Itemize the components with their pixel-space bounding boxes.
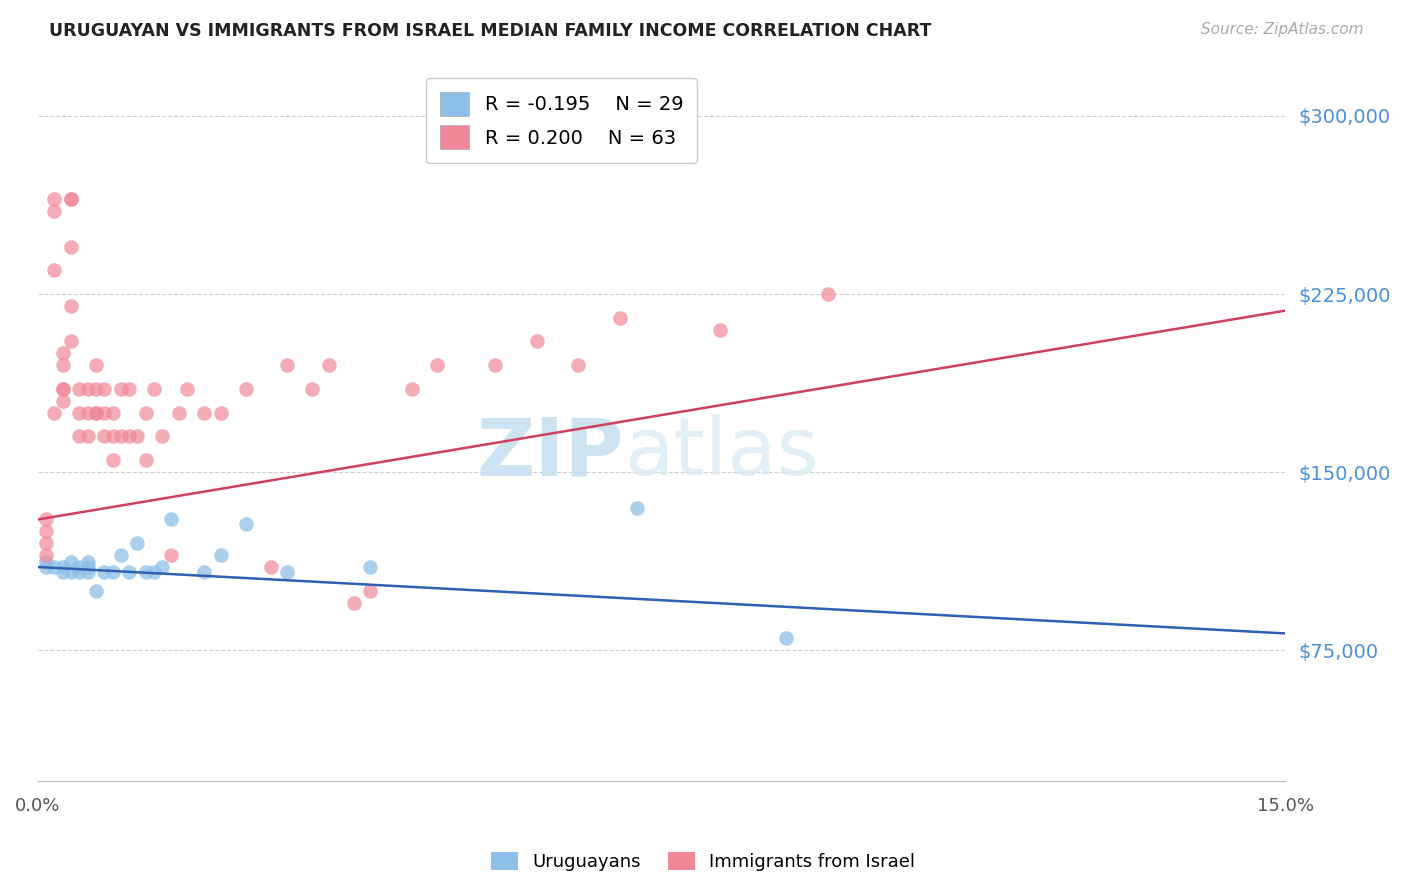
Point [44, 203, 66, 218]
Point [84, 382, 107, 396]
Point [426, 358, 449, 372]
Point [35, 536, 58, 550]
Point [110, 382, 132, 396]
Point [59, 555, 82, 569]
Point [118, 565, 141, 579]
Point [817, 287, 839, 301]
Point [127, 429, 149, 443]
Point [76, 555, 98, 569]
Point [176, 382, 198, 396]
Point [59, 299, 82, 313]
Point [52, 382, 75, 396]
Point [35, 524, 58, 539]
Point [59, 192, 82, 206]
Point [609, 310, 631, 325]
Point [209, 548, 232, 562]
Point [35, 560, 58, 574]
Point [101, 406, 124, 420]
Point [44, 406, 66, 420]
Point [76, 560, 98, 574]
Text: ZIP: ZIP [477, 414, 624, 492]
Point [301, 382, 323, 396]
Point [484, 358, 506, 372]
Point [110, 548, 132, 562]
Point [101, 429, 124, 443]
Point [59, 334, 82, 349]
Point [526, 334, 548, 349]
Point [193, 565, 215, 579]
Point [235, 517, 257, 532]
Text: Source: ZipAtlas.com: Source: ZipAtlas.com [1201, 22, 1364, 37]
Point [35, 512, 58, 526]
Point [276, 358, 298, 372]
Point [152, 560, 174, 574]
Point [67, 560, 90, 574]
Point [359, 583, 381, 598]
Point [159, 512, 181, 526]
Point [143, 382, 166, 396]
Point [93, 565, 115, 579]
Point [193, 406, 215, 420]
Point [626, 500, 648, 515]
Point [52, 358, 75, 372]
Point [775, 631, 797, 645]
Point [401, 382, 423, 396]
Point [93, 382, 115, 396]
Point [110, 429, 132, 443]
Text: URUGUAYAN VS IMMIGRANTS FROM ISRAEL MEDIAN FAMILY INCOME CORRELATION CHART: URUGUAYAN VS IMMIGRANTS FROM ISRAEL MEDI… [49, 22, 932, 40]
Point [167, 406, 190, 420]
Point [209, 406, 232, 420]
Point [67, 382, 90, 396]
Point [67, 565, 90, 579]
Point [359, 560, 381, 574]
Point [84, 406, 107, 420]
Point [76, 406, 98, 420]
Point [52, 560, 75, 574]
Point [76, 429, 98, 443]
Point [52, 393, 75, 408]
Point [93, 429, 115, 443]
Point [59, 565, 82, 579]
Point [67, 406, 90, 420]
Point [159, 548, 181, 562]
Point [44, 263, 66, 277]
Point [44, 560, 66, 574]
Point [52, 565, 75, 579]
Point [101, 565, 124, 579]
Point [93, 406, 115, 420]
Legend: R = -0.195    N = 29, R = 0.200    N = 63: R = -0.195 N = 29, R = 0.200 N = 63 [426, 78, 697, 162]
Point [84, 583, 107, 598]
Point [59, 192, 82, 206]
Point [135, 565, 157, 579]
Point [52, 346, 75, 360]
Point [118, 382, 141, 396]
Point [709, 323, 731, 337]
Point [59, 239, 82, 253]
Point [135, 453, 157, 467]
Point [259, 560, 281, 574]
Point [101, 453, 124, 467]
Point [35, 548, 58, 562]
Point [127, 536, 149, 550]
Point [35, 555, 58, 569]
Point [276, 565, 298, 579]
Point [67, 429, 90, 443]
Point [44, 192, 66, 206]
Point [84, 358, 107, 372]
Point [318, 358, 340, 372]
Text: atlas: atlas [624, 414, 818, 492]
Point [143, 565, 166, 579]
Point [152, 429, 174, 443]
Point [84, 406, 107, 420]
Point [135, 406, 157, 420]
Point [76, 565, 98, 579]
Legend: Uruguayans, Immigrants from Israel: Uruguayans, Immigrants from Israel [484, 845, 922, 879]
Point [118, 429, 141, 443]
Point [235, 382, 257, 396]
Point [567, 358, 589, 372]
Point [52, 382, 75, 396]
Point [343, 596, 366, 610]
Point [76, 382, 98, 396]
